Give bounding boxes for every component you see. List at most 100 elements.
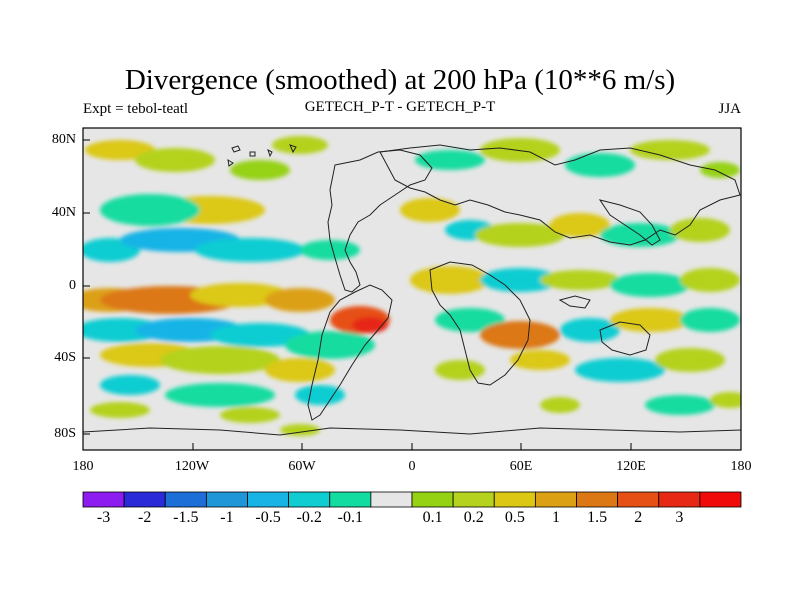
colorbar-swatch (576, 491, 619, 508)
x-label-0: 0 (408, 459, 416, 474)
comparison-label: GETECH_P-T - GETECH_P-T (304, 99, 496, 115)
colorbar-label: -3 (96, 509, 111, 526)
divergence-patch (85, 140, 155, 160)
colorbar-label: -2 (138, 509, 152, 526)
x-label-180w: 180 (72, 459, 94, 474)
divergence-patch (680, 268, 740, 292)
colorbar-label: -0.2 (296, 509, 322, 526)
divergence-patch (100, 194, 200, 226)
divergence-patch (272, 136, 328, 154)
divergence-patch (645, 395, 715, 415)
divergence-patch (710, 392, 741, 408)
divergence-patch (575, 358, 665, 382)
colorbar-label: 1 (551, 509, 560, 526)
divergence-patch (435, 308, 505, 332)
coastline-antarctica (83, 427, 741, 436)
coastline-east-asia (598, 199, 661, 246)
coastline-americas-south (307, 284, 393, 421)
divergence-patch (280, 424, 320, 436)
colorbar-label: -0.5 (255, 509, 281, 526)
coastline-americas-north (327, 149, 433, 293)
coastline-islands (558, 295, 591, 309)
divergence-patch (90, 402, 150, 418)
colorbar-swatch (329, 491, 372, 508)
colorbar-swatch (370, 491, 413, 508)
colorbar-swatch (493, 491, 536, 508)
divergence-patch (610, 308, 690, 332)
divergence-patch (195, 238, 305, 262)
colorbar-label: 0.5 (504, 509, 525, 526)
x-label-180e: 180 (730, 459, 752, 474)
divergence-patch (560, 318, 620, 342)
map-title: Divergence (smoothed) at 200 hPa (10**6 … (124, 64, 676, 96)
divergence-patch (400, 198, 460, 222)
divergence-patch (670, 218, 730, 242)
divergence-patch (480, 268, 560, 292)
colorbar-swatch (411, 491, 454, 508)
colorbar-swatch (699, 491, 742, 508)
divergence-field (83, 136, 741, 436)
divergence-patch (630, 140, 710, 160)
coastline-africa (429, 261, 531, 386)
colorbar-label: -0.1 (337, 509, 363, 526)
divergence-patch (100, 375, 160, 395)
season-label: JJA (718, 101, 741, 117)
x-label-120w: 120W (174, 459, 210, 474)
colorbar-label: 2 (634, 509, 643, 526)
divergence-patch (165, 383, 275, 407)
divergence-patch (295, 385, 345, 405)
colorbar-swatch (288, 491, 331, 508)
colorbar-label: -1 (220, 509, 234, 526)
colorbar-label: 1.5 (587, 509, 608, 526)
divergence-patch (610, 273, 690, 297)
colorbar-swatch (205, 491, 248, 508)
y-label-80n: 80N (51, 132, 76, 147)
divergence-patch (415, 150, 485, 170)
y-label-0: 0 (69, 278, 76, 293)
colorbar-swatch (658, 491, 701, 508)
coastline-eurasia (379, 144, 741, 246)
y-label-80s: 80S (54, 426, 76, 441)
divergence-patch (210, 323, 310, 347)
colorbar-label: 0.2 (463, 509, 484, 526)
divergence-patch (135, 148, 215, 172)
divergence-patch (230, 160, 290, 180)
x-label-60e: 60E (509, 459, 533, 474)
x-label-120e: 120E (616, 459, 646, 474)
divergence-patch (300, 240, 360, 260)
divergence-patch (565, 153, 635, 177)
colorbar-swatch (82, 491, 125, 508)
divergence-patch (510, 350, 570, 370)
coastlines (83, 144, 741, 436)
divergence-patch (475, 223, 565, 247)
colorbar-label: 0.1 (422, 509, 443, 526)
divergence-patch (160, 346, 280, 374)
colorbar-swatch (452, 491, 495, 508)
divergence-patch (540, 270, 620, 290)
experiment-label: Expt = tebol-teatl (83, 101, 189, 117)
divergence-patch (265, 288, 335, 312)
divergence-patch (540, 397, 580, 413)
x-label-60w: 60W (288, 459, 316, 474)
divergence-patch (655, 348, 725, 372)
divergence-patch (190, 283, 290, 307)
divergence-patch (220, 407, 280, 423)
colorbar-swatch (164, 491, 207, 508)
divergence-patch (680, 308, 740, 332)
colorbar-swatch (123, 491, 166, 508)
divergence-patch (480, 321, 560, 349)
coastline-australia (599, 321, 651, 356)
y-label-40s: 40S (54, 350, 76, 365)
divergence-patch (700, 162, 740, 178)
colorbar-swatch (247, 491, 290, 508)
divergence-patch (480, 138, 560, 162)
colorbar-label: -1.5 (173, 509, 199, 526)
colorbar-label: 3 (675, 509, 684, 526)
colorbar-swatch (617, 491, 660, 508)
divergence-patch (550, 213, 610, 237)
y-label-40n: 40N (51, 205, 76, 220)
colorbar-swatch (534, 491, 577, 508)
divergence-patch (285, 331, 375, 359)
